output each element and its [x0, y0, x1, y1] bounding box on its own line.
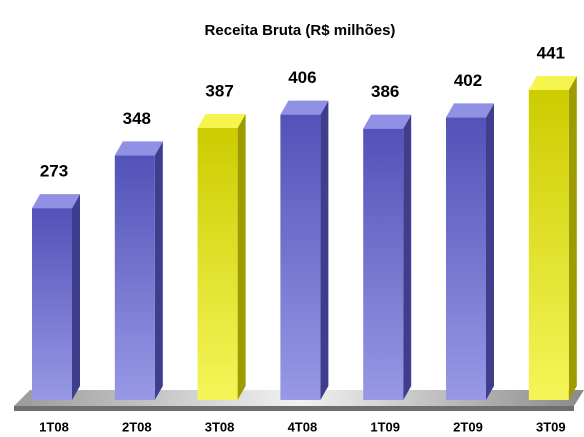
- bar-side: [486, 103, 494, 401]
- bar: [197, 127, 238, 401]
- chart-title: Receita Bruta (R$ milhões): [205, 22, 396, 39]
- x-tick-label: 3T08: [205, 419, 235, 434]
- bar-top: [280, 100, 329, 115]
- bar-side: [320, 100, 329, 400]
- bar-top: [197, 113, 246, 128]
- value-label: 348: [123, 109, 151, 128]
- bar-side: [154, 141, 163, 400]
- bar: [363, 128, 404, 400]
- bar-top: [32, 194, 80, 209]
- value-label: 273: [40, 162, 68, 181]
- x-tick-label: 4T08: [288, 419, 318, 434]
- bar-top: [528, 75, 577, 90]
- bar-top: [446, 103, 494, 118]
- x-tick-label: 2T08: [122, 419, 152, 434]
- value-label: 406: [288, 68, 316, 87]
- bar-side: [568, 75, 577, 401]
- bar: [528, 89, 569, 401]
- value-label: 386: [371, 82, 399, 101]
- x-tick-label: 3T09: [536, 419, 566, 434]
- bar: [280, 114, 321, 400]
- bar: [32, 208, 72, 400]
- floor-edge: [14, 406, 574, 411]
- bar-top: [363, 114, 412, 129]
- bar-side: [72, 194, 80, 400]
- x-tick-label: 2T09: [453, 419, 483, 434]
- value-label: 387: [205, 81, 233, 100]
- value-label: 441: [537, 43, 565, 62]
- bar: [114, 155, 155, 400]
- bar-side: [403, 114, 412, 400]
- bar-top: [114, 141, 163, 156]
- bar: [446, 117, 486, 401]
- bar-side: [237, 113, 246, 401]
- x-tick-label: 1T08: [39, 419, 69, 434]
- value-label: 402: [454, 71, 482, 90]
- x-tick-label: 1T09: [370, 419, 400, 434]
